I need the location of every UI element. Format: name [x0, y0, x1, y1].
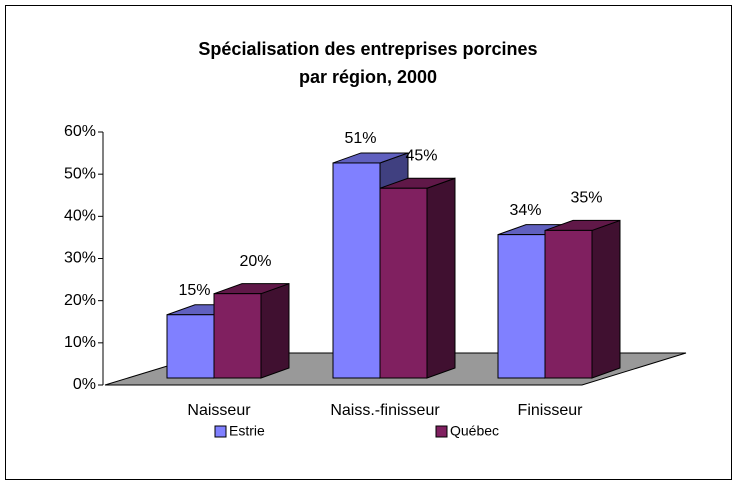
legend-swatch — [435, 425, 448, 438]
legend-label: Québec — [450, 423, 499, 439]
y-tick-label: 60% — [64, 123, 96, 140]
chart-title: par région, 2000 — [299, 67, 437, 87]
legend-label: Estrie — [229, 423, 265, 439]
data-label: 51% — [344, 130, 376, 147]
y-tick-label: 30% — [64, 250, 96, 267]
bar — [544, 229, 593, 379]
bar — [497, 234, 546, 379]
chart-title: Spécialisation des entreprises porcines — [198, 39, 537, 59]
bar-side — [591, 219, 621, 379]
x-tick-label: Finisseur — [518, 402, 584, 419]
bar — [166, 314, 215, 379]
y-tick-label: 20% — [64, 292, 96, 309]
bar-side — [426, 177, 456, 379]
bar — [213, 293, 262, 379]
bar — [379, 187, 428, 379]
bar — [332, 162, 381, 379]
y-tick-label: 40% — [64, 208, 96, 225]
data-label: 20% — [239, 253, 271, 270]
data-label: 35% — [570, 190, 602, 207]
data-label: 34% — [509, 202, 541, 219]
bar-side — [260, 282, 290, 379]
data-label: 15% — [178, 282, 210, 299]
y-tick-label: 10% — [64, 334, 96, 351]
x-tick-label: Naiss.-finisseur — [330, 402, 440, 419]
legend-swatch — [214, 425, 227, 438]
y-tick-label: 50% — [64, 165, 96, 182]
x-tick-label: Naisseur — [187, 402, 251, 419]
y-tick-label: 0% — [73, 376, 96, 393]
data-label: 45% — [405, 147, 437, 164]
